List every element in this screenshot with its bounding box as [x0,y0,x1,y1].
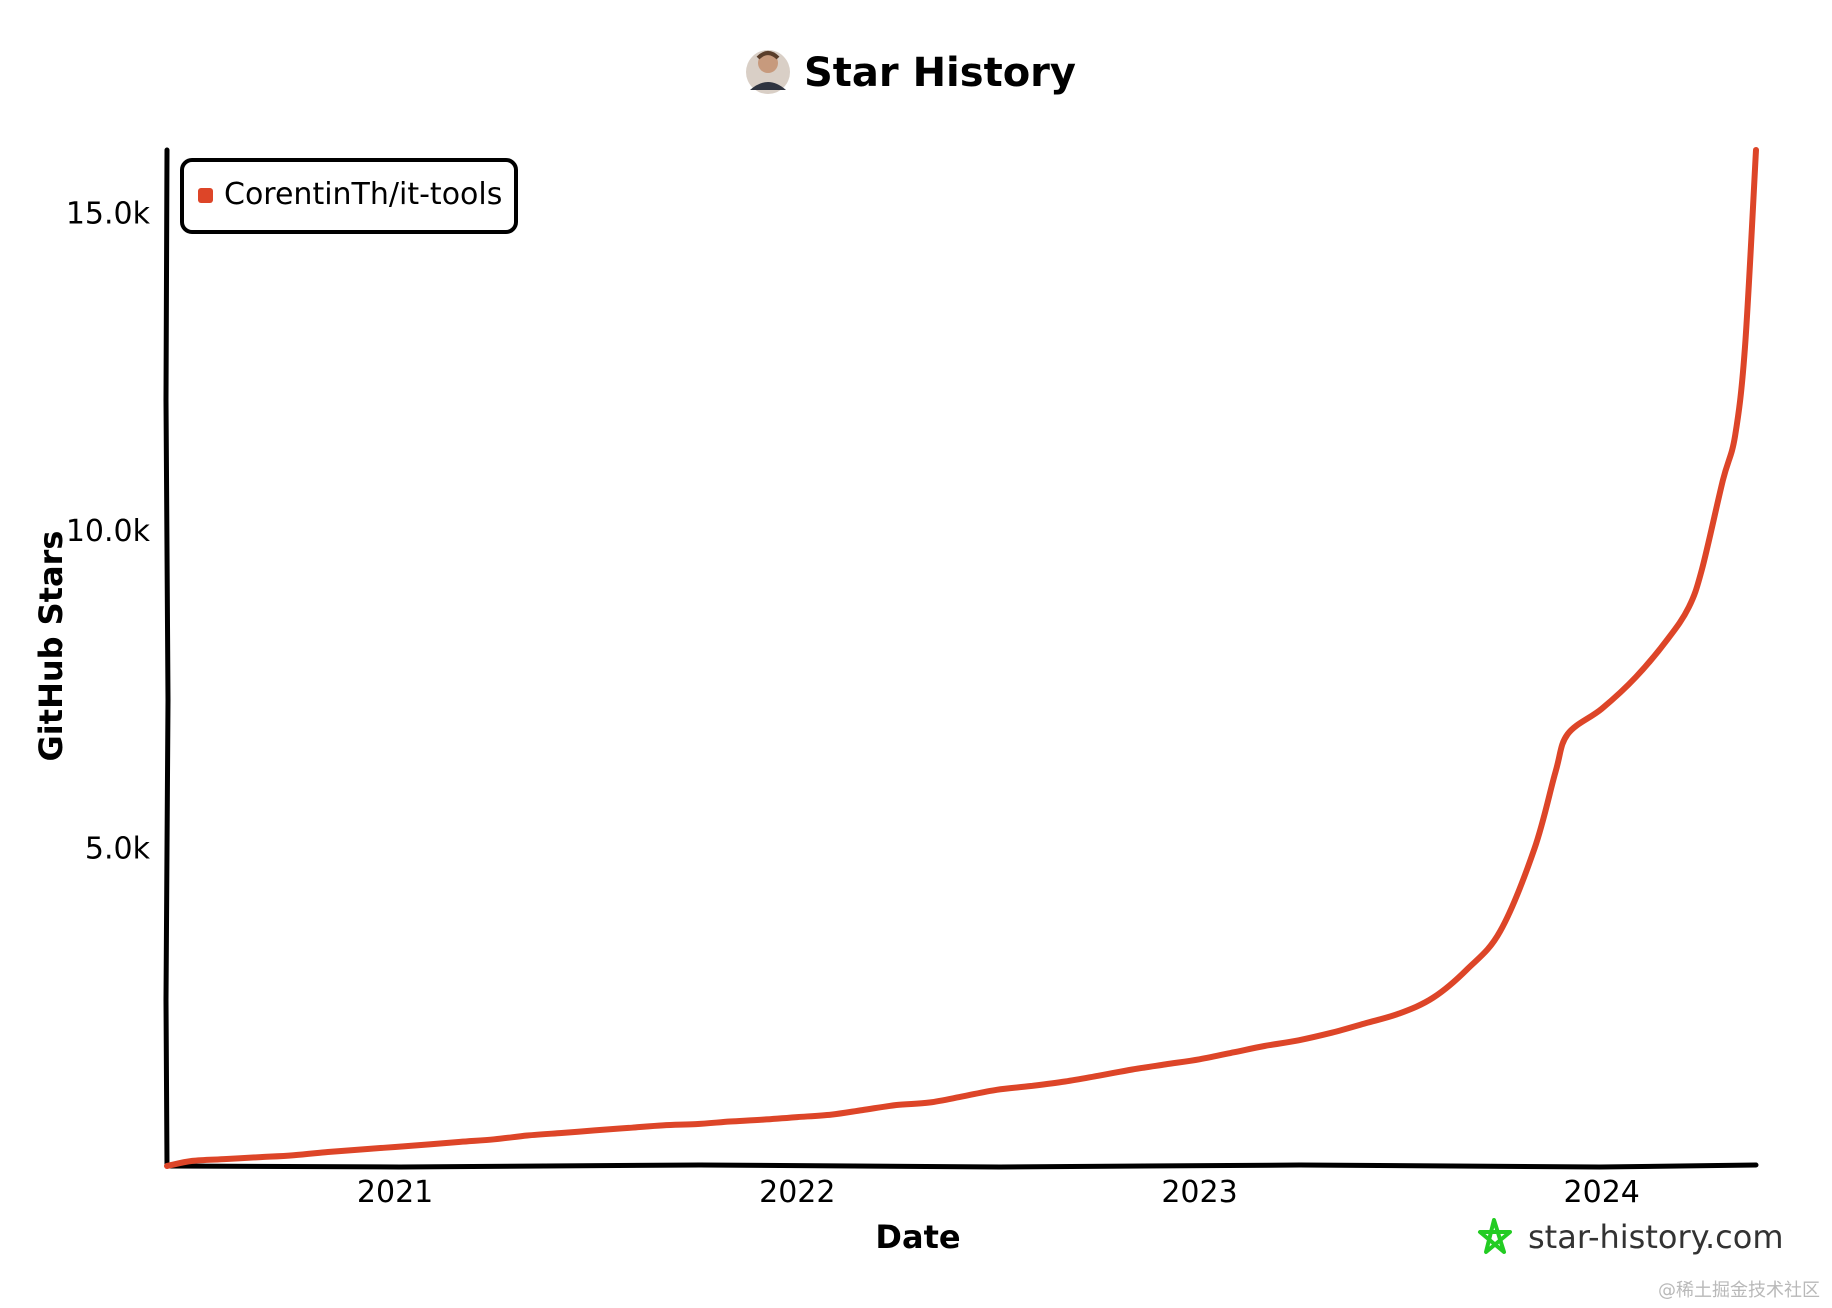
y-axis-title: GitHub Stars [32,531,70,762]
series-line [164,147,1759,1169]
watermark: @稀土掘金技术社区 [1658,1280,1820,1301]
star-icon [1478,1218,1512,1254]
chart-title-group: Star History [746,50,1076,96]
chart-title: Star History [804,50,1076,96]
brand-label: star-history.com [1528,1218,1784,1256]
legend: CorentinTh/it-tools [180,158,518,234]
x-tick-label: 2021 [357,1175,433,1210]
y-tick-label: 5.0k [85,832,151,867]
legend-box [180,158,518,234]
x-axis-line [164,1162,1759,1170]
y-tick-label: 10.0k [66,514,151,549]
avatar-icon [746,50,790,94]
x-axis-title: Date [875,1218,960,1256]
y-tick-label: 15.0k [66,197,151,232]
y-axis-line [163,147,171,1169]
legend-label: CorentinTh/it-tools [224,177,502,212]
brand-link[interactable]: star-history.com [1478,1218,1784,1256]
legend-swatch [198,188,213,203]
x-tick-label: 2024 [1564,1175,1640,1210]
x-tick-label: 2022 [759,1175,835,1210]
x-tick-label: 2023 [1161,1175,1237,1210]
